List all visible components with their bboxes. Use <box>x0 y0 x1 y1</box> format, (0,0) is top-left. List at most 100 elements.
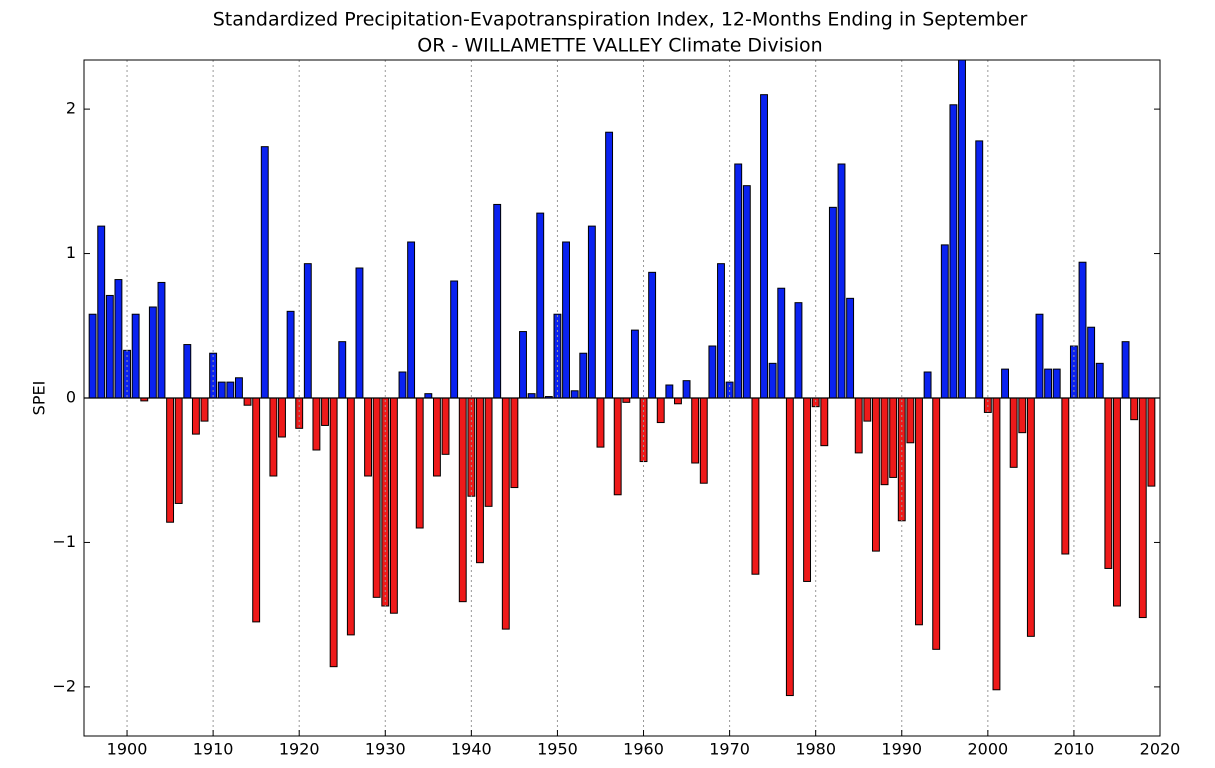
bar <box>1078 261 1087 399</box>
bar <box>321 397 329 426</box>
bar <box>760 94 768 399</box>
bar <box>338 341 347 399</box>
bar <box>699 397 708 484</box>
bar <box>1095 362 1104 399</box>
bar <box>243 397 252 406</box>
bar <box>1104 397 1113 569</box>
bar <box>923 371 932 399</box>
bar <box>286 310 295 399</box>
bar <box>613 397 622 496</box>
bar <box>458 397 467 603</box>
bar <box>665 384 674 399</box>
bar <box>803 397 812 582</box>
bar <box>622 397 631 403</box>
bar <box>415 397 424 529</box>
bar <box>1121 341 1130 399</box>
bar <box>450 280 459 399</box>
bar <box>303 263 312 399</box>
bar <box>768 362 777 399</box>
bar <box>1044 368 1053 399</box>
bar <box>828 206 837 399</box>
x-tick-label: 1990 <box>881 740 922 759</box>
bar <box>278 397 286 438</box>
bar <box>174 397 183 504</box>
bar <box>605 131 614 399</box>
bar <box>1138 397 1147 619</box>
bar <box>579 352 588 399</box>
bar <box>1113 397 1121 607</box>
bar <box>751 397 760 575</box>
bar <box>235 377 243 399</box>
bar <box>407 241 416 399</box>
y-axis-label: SPEI <box>30 381 49 416</box>
x-tick-label: 1960 <box>623 740 664 759</box>
bar <box>312 397 321 451</box>
bar <box>364 397 373 477</box>
plot-frame <box>83 59 1161 737</box>
bar <box>880 397 889 486</box>
chart-subtitle: OR - WILLAMETTE VALLEY Climate Division <box>417 35 822 57</box>
bar <box>992 397 1001 691</box>
x-tick-label: 1920 <box>279 740 320 759</box>
bar <box>708 345 717 399</box>
bar <box>519 331 527 399</box>
chart-title: Standardized Precipitation-Evapotranspir… <box>213 9 1028 31</box>
y-tick-label: −1 <box>52 532 76 551</box>
bar <box>217 381 226 399</box>
bar <box>346 397 355 636</box>
bar <box>114 279 123 399</box>
bar <box>493 203 502 399</box>
y-tick-label: −2 <box>52 676 76 695</box>
bar <box>191 397 200 435</box>
bar <box>424 393 433 399</box>
bar <box>166 397 175 523</box>
bar <box>1061 397 1070 555</box>
bar <box>484 397 493 507</box>
x-tick-label: 1900 <box>107 740 148 759</box>
bar <box>717 263 725 399</box>
bar <box>432 397 441 477</box>
bar <box>915 397 923 626</box>
bar <box>639 397 648 463</box>
x-tick-label: 2020 <box>1140 740 1181 759</box>
bar <box>656 397 665 424</box>
bar <box>630 329 639 399</box>
x-tick-label: 2000 <box>967 740 1008 759</box>
bar <box>1130 397 1139 421</box>
bar <box>200 397 209 422</box>
bar <box>734 163 743 399</box>
bar <box>105 294 114 399</box>
bar <box>441 397 450 455</box>
bar <box>691 397 700 464</box>
bar <box>794 302 803 399</box>
bar <box>940 244 949 399</box>
bar <box>131 313 140 399</box>
bar <box>398 371 407 399</box>
bar <box>372 397 381 598</box>
bar <box>682 380 691 399</box>
bar <box>252 397 261 623</box>
bar <box>260 146 269 399</box>
bar <box>389 397 398 614</box>
bar <box>1001 368 1009 399</box>
bar <box>906 397 915 444</box>
bar <box>269 397 278 477</box>
bar <box>889 397 898 478</box>
bar <box>148 306 157 399</box>
bar <box>587 225 596 399</box>
bar <box>648 271 657 399</box>
bar <box>97 225 106 399</box>
x-tick-label: 1980 <box>795 740 836 759</box>
y-tick-label: 2 <box>66 99 76 118</box>
bar <box>157 281 166 399</box>
bar <box>295 397 304 429</box>
x-tick-label: 1910 <box>193 740 234 759</box>
bar <box>863 397 872 422</box>
bar <box>355 267 364 399</box>
bar <box>958 60 966 399</box>
bar <box>932 397 941 650</box>
bar <box>1009 397 1018 468</box>
y-tick-label: 0 <box>66 388 76 407</box>
bar <box>536 212 545 399</box>
